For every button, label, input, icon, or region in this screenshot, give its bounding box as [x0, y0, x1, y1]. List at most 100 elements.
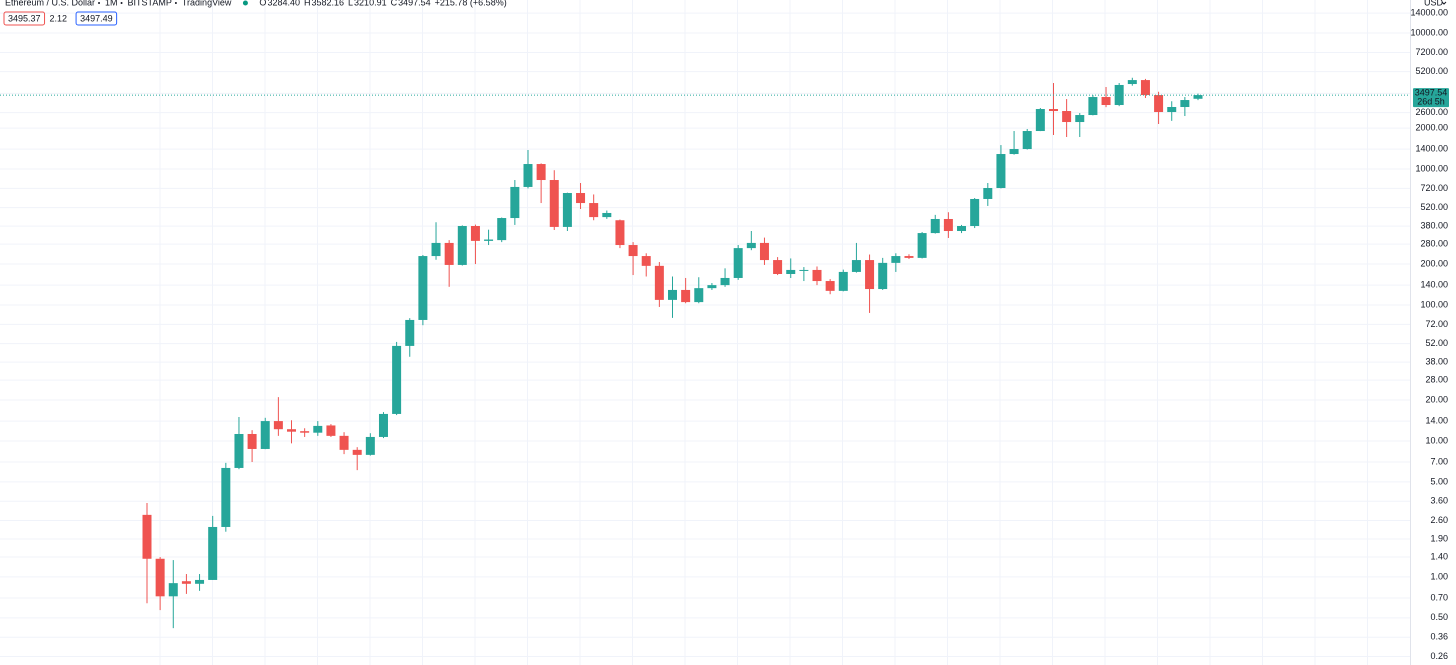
y-tick-label: 5200.00: [1415, 66, 1448, 76]
y-tick-label: 7.00: [1430, 456, 1448, 466]
ohlc-label: C: [391, 0, 398, 7]
ohlc-value: 3284.40: [267, 0, 300, 7]
y-tick-label: 10.00: [1425, 435, 1448, 445]
candle-body: [444, 242, 454, 265]
y-tick-label: 0.50: [1430, 612, 1448, 622]
y-tick-label: 1.00: [1430, 571, 1448, 581]
candle-body: [943, 218, 953, 232]
buy-price-box: [75, 11, 118, 26]
candle-body: [273, 421, 283, 430]
candle-body: [891, 256, 901, 263]
candle-body: [142, 514, 152, 559]
candle-body: [208, 526, 218, 580]
source: TradingView: [182, 0, 232, 7]
candle-body: [930, 218, 940, 234]
candle-body: [904, 256, 914, 258]
separator-dot: [98, 2, 101, 4]
candle-body: [773, 260, 783, 274]
candle-body: [812, 269, 822, 282]
candle-body: [602, 212, 612, 218]
candle-body: [549, 180, 559, 227]
candle-body: [300, 431, 310, 433]
buy-price[interactable]: 3497.49: [80, 13, 113, 23]
candle-body: [247, 433, 257, 449]
y-tick-label: 280.00: [1420, 239, 1448, 249]
candle-body: [865, 260, 875, 290]
candle-body: [313, 425, 323, 433]
candle-body: [707, 285, 717, 289]
y-tick-label: 14.00: [1425, 415, 1448, 425]
y-tick-label: 38.00: [1425, 356, 1448, 366]
candle-body: [339, 435, 349, 450]
symbol: Ethereum / U.S. Dollar: [5, 0, 95, 7]
candle-body: [562, 193, 572, 227]
candle-body: [418, 256, 428, 320]
candle-body: [497, 218, 507, 241]
candle-body: [1075, 115, 1085, 123]
currency-bg: [1412, 0, 1456, 9]
candle-body: [470, 225, 480, 241]
y-tick-label: 520.00: [1420, 202, 1448, 212]
y-tick-label: 2.60: [1430, 515, 1448, 525]
candle-body: [510, 186, 520, 219]
candle-body: [970, 198, 980, 226]
candle-body: [221, 467, 231, 527]
candle-body: [260, 421, 270, 449]
candle-body: [484, 239, 494, 241]
y-tick-label: 0.36: [1430, 632, 1448, 642]
y-tick-label: 14000.00: [1410, 8, 1448, 18]
candle-body: [155, 558, 165, 597]
candle-body: [431, 242, 441, 257]
candle-body: [234, 433, 244, 468]
candle-body: [1088, 97, 1098, 116]
spread: 2.12: [50, 13, 68, 23]
candle-body: [1167, 107, 1177, 113]
ohlc-value: 3210.91: [354, 0, 387, 7]
candle-body: [825, 281, 835, 291]
y-tick-label: 10000.00: [1410, 27, 1448, 37]
sell-price-box: [3, 11, 46, 26]
last-price-label: 3497.54: [1415, 87, 1448, 97]
header: Ethereum / U.S. Dollar 1M BITSTAMP TradingV…: [3, 0, 507, 26]
y-tick-label: 5.00: [1430, 476, 1448, 486]
candle-body: [392, 345, 402, 414]
y-tick-label: 20.00: [1425, 394, 1448, 404]
candle-body: [405, 319, 415, 346]
y-tick-label: 3.60: [1430, 496, 1448, 506]
candle-body: [1035, 109, 1045, 132]
candle-body: [838, 271, 848, 291]
candle-body: [1180, 100, 1190, 108]
currency[interactable]: USD: [1424, 0, 1444, 7]
ohlc-value: 3582.16: [311, 0, 344, 7]
candle-body: [1193, 95, 1203, 99]
candle-body: [1048, 109, 1058, 112]
candle-body: [917, 233, 927, 258]
y-tick-label: 200.00: [1420, 258, 1448, 268]
ohlc-value: 3497.54: [398, 0, 431, 7]
y-tick-label: 140.00: [1420, 279, 1448, 289]
candle-body: [1022, 131, 1032, 150]
y-tick-label: 0.70: [1430, 592, 1448, 602]
y-tick-label: 28.00: [1425, 375, 1448, 385]
sell-price[interactable]: 3495.37: [8, 13, 41, 23]
candle-body: [786, 269, 796, 274]
y-tick-label: 1.40: [1430, 551, 1448, 561]
candle-body: [759, 242, 769, 261]
candle-body: [996, 154, 1006, 189]
ohlc-label: L: [348, 0, 353, 7]
y-tick-label: 1000.00: [1415, 163, 1448, 173]
grid: [0, 0, 1410, 665]
candle-body: [168, 583, 178, 597]
candle-body: [654, 265, 664, 300]
interval: 1M: [105, 0, 118, 7]
y-tick-label: 72.00: [1425, 319, 1448, 329]
candle-body: [365, 436, 375, 455]
candle-body: [641, 256, 651, 266]
ohlc-label: H: [304, 0, 311, 7]
currency-caret: [1441, 1, 1447, 5]
countdown: 26d 5h: [1417, 96, 1445, 106]
last-price-tag: [1413, 88, 1449, 108]
candle-body: [326, 425, 336, 436]
candle-body: [589, 203, 599, 218]
